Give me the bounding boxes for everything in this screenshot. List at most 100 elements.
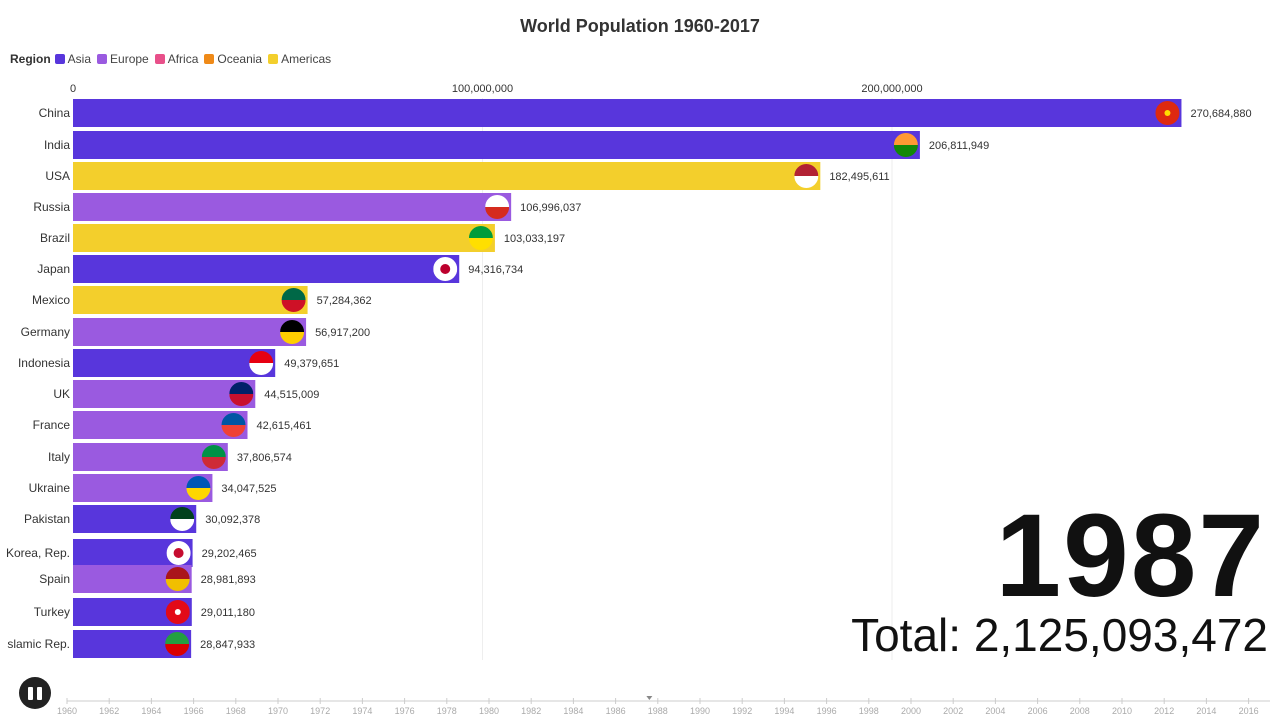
bar-category-label: slamic Rep. <box>7 637 70 651</box>
bar-value-label: 182,495,611 <box>829 171 889 183</box>
bar-group: France 42,615,461 <box>33 411 312 439</box>
timeline-tick-label: 1998 <box>859 706 879 716</box>
pause-button[interactable] <box>19 677 51 709</box>
bar-value-label: 29,202,465 <box>202 548 257 560</box>
timeline-tick-label: 1968 <box>226 706 246 716</box>
bar-group: Brazil 103,033,197 <box>40 224 565 252</box>
pause-icon <box>37 686 42 700</box>
legend-swatch <box>204 54 215 64</box>
timeline-tick-label: 1976 <box>395 706 415 716</box>
timeline-tick-label: 1990 <box>690 706 710 716</box>
brazil-flag-icon <box>468 226 493 250</box>
timeline-tick-label: 1996 <box>817 706 837 716</box>
bar-category-label: USA <box>45 169 70 183</box>
france-flag-icon <box>221 413 246 437</box>
bar-category-label: Pakistan <box>24 512 70 526</box>
timeline-marker[interactable] <box>646 696 653 700</box>
bar-value-label: 57,284,362 <box>317 295 372 307</box>
usa-flag-icon <box>794 164 819 188</box>
bar-category-label: India <box>44 138 70 152</box>
legend-item-asia[interactable]: Asia <box>54 52 91 66</box>
legend-title: Region <box>10 52 51 66</box>
timeline-tick-label: 1986 <box>606 706 626 716</box>
bar-value-label: 270,684,880 <box>1190 108 1251 120</box>
bar-group: Japan 94,316,734 <box>37 255 523 283</box>
china-flag-icon <box>1155 101 1180 125</box>
indonesia-flag-icon <box>249 351 274 375</box>
bar <box>73 99 1182 127</box>
timeline-tick-label: 2006 <box>1028 706 1048 716</box>
timeline-tick-label: 2008 <box>1070 706 1090 716</box>
bar-category-label: Ukraine <box>29 481 71 495</box>
korea-flag-icon <box>166 541 191 565</box>
bar <box>73 380 256 408</box>
bar <box>73 193 512 221</box>
timeline-tick-label: 2014 <box>1196 706 1216 716</box>
legend-label: Oceania <box>217 52 263 66</box>
bar-group: USA 182,495,611 <box>45 162 890 190</box>
legend-item-africa[interactable]: Africa <box>154 52 199 66</box>
bar-value-label: 103,033,197 <box>504 233 565 245</box>
spain-flag-icon <box>165 567 190 591</box>
bar-value-label: 206,811,949 <box>929 140 989 152</box>
timeline-tick-label: 1992 <box>732 706 752 716</box>
iran-flag-icon <box>165 632 190 656</box>
bar-group: Spain 28,981,893 <box>39 565 256 593</box>
bar-value-label: 28,981,893 <box>201 574 256 586</box>
bar-group: Pakistan 30,092,378 <box>24 505 260 533</box>
legend-label: Americas <box>281 52 332 66</box>
pakistan-flag-icon <box>170 507 195 531</box>
turkey-flag-icon <box>165 600 190 624</box>
timeline-tick-label: 1972 <box>310 706 330 716</box>
bar-group: Germany 56,917,200 <box>21 318 370 346</box>
germany-flag-icon <box>280 320 305 344</box>
bar-value-label: 49,379,651 <box>284 358 339 370</box>
bar-category-label: Mexico <box>32 293 70 307</box>
bar-group: Italy 37,806,574 <box>48 443 292 471</box>
timeline-tick-label: 1962 <box>99 706 119 716</box>
legend-swatch <box>97 54 108 64</box>
bar-value-label: 42,615,461 <box>257 420 312 432</box>
bar-category-label: UK <box>53 387 70 401</box>
legend-swatch <box>154 54 165 64</box>
legend-label: Europe <box>110 52 149 66</box>
india-flag-icon <box>893 133 918 157</box>
legend-item-americas[interactable]: Americas <box>268 52 331 66</box>
bar-group: Ukraine 34,047,525 <box>29 474 276 502</box>
bar-group: Mexico 57,284,362 <box>32 286 372 314</box>
bar-category-label: Japan <box>37 262 70 276</box>
bar-value-label: 94,316,734 <box>468 264 523 276</box>
bar-group: UK 44,515,009 <box>53 380 319 408</box>
timeline-tick-label: 1980 <box>479 706 499 716</box>
russia-flag-icon <box>485 195 510 219</box>
legend-item-oceania[interactable]: Oceania <box>204 52 262 66</box>
italy-flag-icon <box>201 445 226 469</box>
bar <box>73 162 821 190</box>
bar <box>73 224 495 252</box>
bar <box>73 286 308 314</box>
legend-swatch <box>54 54 65 64</box>
bar-category-label: Germany <box>21 325 70 339</box>
bar-category-label: Russia <box>33 200 70 214</box>
timeline-tick-label: 1982 <box>521 706 541 716</box>
bar-group: Russia 106,996,037 <box>33 193 581 221</box>
timeline-tick-label: 1966 <box>184 706 204 716</box>
timeline-tick-label: 2000 <box>901 706 921 716</box>
legend-label: Africa <box>167 52 199 66</box>
timeline-tick-label: 1988 <box>648 706 668 716</box>
bar-group: Indonesia 49,379,651 <box>18 349 339 377</box>
bar-value-label: 37,806,574 <box>237 452 292 464</box>
uk-flag-icon <box>229 382 254 406</box>
x-tick-label: 200,000,000 <box>861 83 922 95</box>
bar-group: China 270,684,880 <box>39 99 1252 127</box>
timeline-tick-label: 2016 <box>1239 706 1259 716</box>
timeline-tick-label: 1964 <box>141 706 161 716</box>
bar-value-label: 29,011,180 <box>201 607 255 619</box>
bar-category-label: Korea, Rep. <box>6 546 70 560</box>
timeline-tick-label: 1960 <box>57 706 77 716</box>
bar-value-label: 34,047,525 <box>221 483 276 495</box>
timeline-tick-label: 2002 <box>943 706 963 716</box>
bar-category-label: Turkey <box>34 605 70 619</box>
bar-group: Turkey 29,011,180 <box>34 598 255 626</box>
legend-item-europe[interactable]: Europe <box>97 52 149 66</box>
